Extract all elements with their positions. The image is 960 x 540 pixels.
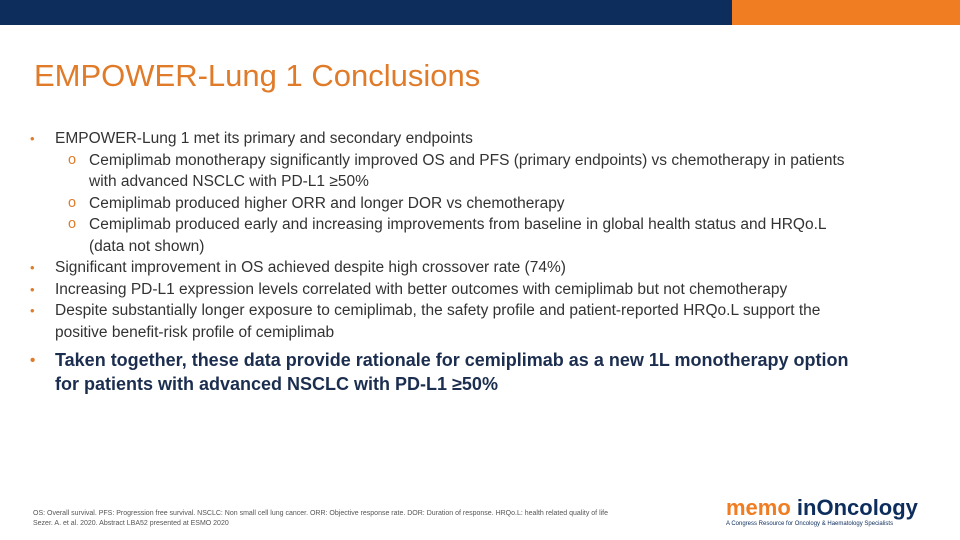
sub-bullet-marker: o xyxy=(68,216,77,232)
bullet-marker: • xyxy=(30,352,36,369)
top-bar-navy xyxy=(0,0,732,25)
logo-oncology-text: inOncology xyxy=(796,495,918,520)
bullet-2-text: Significant improvement in OS achieved d… xyxy=(55,259,566,276)
sub-bullet-2: o Cemiplimab produced higher ORR and lon… xyxy=(30,193,860,215)
bullet-4: • Despite substantially longer exposure … xyxy=(30,300,860,343)
memo-inoncology-logo: memo inOncology A Congress Resource for … xyxy=(726,496,936,532)
bullet-marker: • xyxy=(30,281,35,297)
sub-bullet-1-text: Cemiplimab monotherapy significantly imp… xyxy=(89,151,845,191)
sub-bullet-3: o Cemiplimab produced early and increasi… xyxy=(30,214,860,257)
logo-memo-text: memo xyxy=(726,495,791,520)
sub-bullet-marker: o xyxy=(68,194,77,211)
bullet-4-text: Despite substantially longer exposure to… xyxy=(55,302,821,341)
bullet-1-text: EMPOWER-Lung 1 met its primary and secon… xyxy=(55,130,473,147)
sub-bullet-2-text: Cemiplimab produced higher ORR and longe… xyxy=(89,194,565,212)
logo-tagline: A Congress Resource for Oncology & Haema… xyxy=(726,521,894,527)
top-bar-orange xyxy=(732,0,960,25)
slide-title: EMPOWER-Lung 1 Conclusions xyxy=(34,58,481,93)
logo-wordmark: memo inOncology xyxy=(726,496,936,520)
footnote-reference: Sezer. A. et al. 2020. Abstract LBA52 pr… xyxy=(33,520,229,527)
bullet-1: • EMPOWER-Lung 1 met its primary and sec… xyxy=(30,128,860,150)
sub-bullet-3-text: Cemiplimab produced early and increasing… xyxy=(89,216,826,255)
sub-bullet-1: o Cemiplimab monotherapy significantly i… xyxy=(30,150,860,193)
footnote-abbreviations: OS: Overall survival. PFS: Progression f… xyxy=(33,510,609,517)
slide-content: • EMPOWER-Lung 1 met its primary and sec… xyxy=(30,128,860,396)
bullet-3: • Increasing PD-L1 expression levels cor… xyxy=(30,279,860,301)
bullet-marker: • xyxy=(30,303,35,318)
top-bar xyxy=(0,0,960,25)
bullet-marker: • xyxy=(30,131,35,146)
bullet-marker: • xyxy=(30,260,35,275)
sub-bullet-marker: o xyxy=(68,151,77,168)
bullet-conclusion: • Taken together, these data provide rat… xyxy=(30,348,860,396)
bullet-2: • Significant improvement in OS achieved… xyxy=(30,257,860,279)
footnote: OS: Overall survival. PFS: Progression f… xyxy=(33,509,713,529)
bullet-conclusion-text: Taken together, these data provide ratio… xyxy=(55,350,849,394)
bullet-3-text: Increasing PD-L1 expression levels corre… xyxy=(55,280,788,298)
